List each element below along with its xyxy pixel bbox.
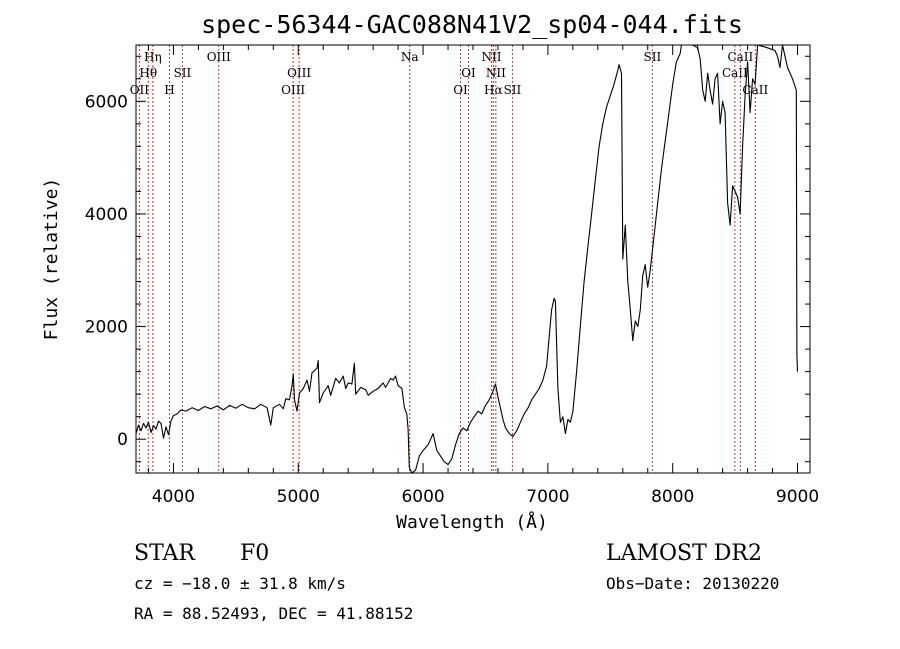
redshift-text: cz = −18.0 ± 31.8 km/s bbox=[134, 574, 346, 593]
x-axis-ticks: 4000 5000 6000 7000 8000 9000 bbox=[147, 45, 819, 507]
emission-lines: OIIHθHηHSIIOIIIOIIIOIIINaOIOINIIHαNIISII… bbox=[130, 45, 768, 473]
y-tick-label: 6000 bbox=[85, 92, 128, 112]
emission-line-label: NII bbox=[486, 66, 506, 80]
object-class: STAR bbox=[134, 541, 196, 566]
emission-line-label: OI bbox=[461, 66, 476, 80]
emission-line-label: OIII bbox=[287, 66, 311, 80]
emission-line-label: CaII bbox=[727, 50, 753, 64]
y-axis-label: Flux (relative) bbox=[41, 178, 62, 341]
data-release: LAMOST DR2 bbox=[606, 541, 762, 566]
emission-line-label: Hα bbox=[484, 83, 503, 97]
plot-frame bbox=[135, 44, 811, 474]
y-axis-ticks: 0 2000 4000 6000 bbox=[85, 55, 810, 463]
chart-title: spec-56344-GAC088N41V2_sp04-044.fits bbox=[201, 10, 743, 39]
x-tick-label: 4000 bbox=[152, 487, 195, 507]
emission-line-label: Na bbox=[401, 50, 419, 64]
y-tick-label: 2000 bbox=[85, 318, 128, 338]
spectrum-series bbox=[135, 44, 799, 474]
y-tick-label: 4000 bbox=[85, 205, 128, 225]
x-tick-label: 9000 bbox=[776, 487, 819, 507]
emission-line-label: SII bbox=[504, 83, 522, 97]
object-subclass: F0 bbox=[240, 541, 269, 566]
emission-line-label: SII bbox=[644, 50, 662, 64]
x-tick-label: 6000 bbox=[401, 487, 444, 507]
y-tick-label: 0 bbox=[117, 430, 128, 450]
observation-date: Obs−Date: 20130220 bbox=[606, 574, 779, 593]
emission-line-label: H bbox=[164, 83, 174, 97]
x-tick-label: 5000 bbox=[277, 487, 320, 507]
emission-line-label: OIII bbox=[281, 83, 305, 97]
emission-line-label: SII bbox=[174, 66, 192, 80]
spectrum-line bbox=[135, 44, 799, 474]
emission-line-label: OII bbox=[130, 83, 150, 97]
x-tick-label: 8000 bbox=[651, 487, 694, 507]
x-axis-label: Wavelength (Å) bbox=[396, 511, 548, 533]
emission-line-label: Hη bbox=[144, 50, 162, 64]
emission-line-label: OI bbox=[453, 83, 468, 97]
emission-line-label: NII bbox=[481, 50, 501, 64]
emission-line-label: CaII bbox=[722, 66, 748, 80]
x-tick-label: 7000 bbox=[526, 487, 569, 507]
emission-line-label: OIII bbox=[207, 50, 231, 64]
emission-line-label: Hθ bbox=[139, 66, 157, 80]
ra-dec-text: RA = 88.52493, DEC = 41.88152 bbox=[134, 604, 413, 623]
